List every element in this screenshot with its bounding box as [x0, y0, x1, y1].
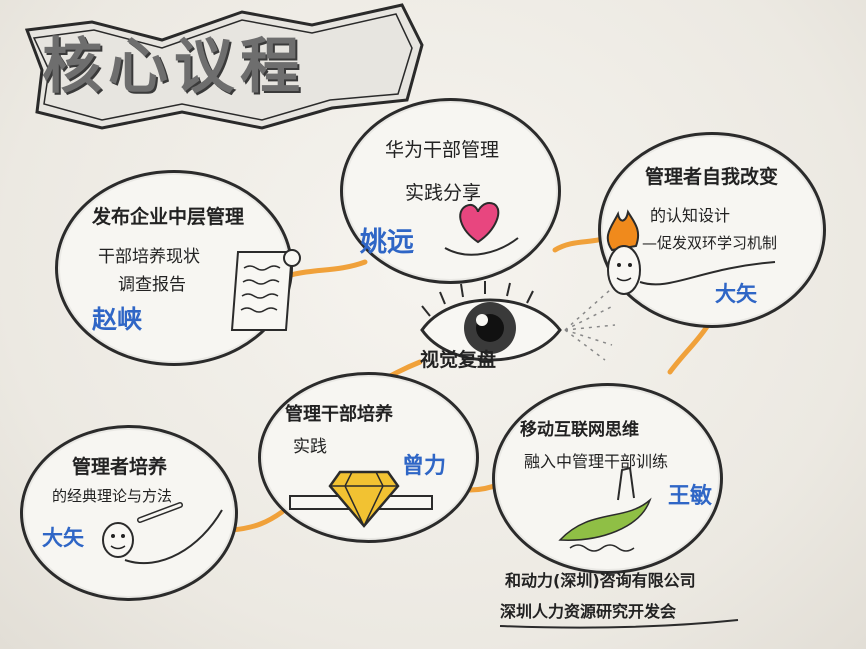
organizer-text: 和动力(深圳)咨询有限公司: [505, 571, 696, 590]
bubble-text-line: 实践: [293, 437, 327, 457]
speaker-name: 姚远: [360, 227, 414, 258]
bubble-text-line: —促发双环学习机制: [642, 234, 778, 252]
bubble-text-line: 实践分享: [405, 182, 482, 204]
bubble-text-line: 管理干部培养: [285, 404, 393, 425]
poster-title: 核心议程: [42, 32, 306, 102]
center-label: 视觉复盘: [420, 349, 497, 371]
agenda-bubble: [598, 132, 826, 328]
connector-path: [229, 509, 285, 533]
speaker-name: 王敏: [668, 484, 713, 509]
bubble-text-line: 华为干部管理: [385, 139, 500, 161]
bubble-text-line: 调查报告: [118, 275, 186, 295]
organizer-text: 深圳人力资源研究开发会: [500, 602, 677, 621]
agenda-bubble: [492, 383, 723, 574]
bubble-text-line: 管理者培养: [72, 456, 168, 478]
speaker-name: 赵峡: [92, 305, 143, 334]
bubble-text-line: 的经典理论与方法: [52, 487, 173, 505]
speaker-name: 大矢: [715, 282, 757, 306]
bubble-text-line: 发布企业中层管理: [92, 206, 245, 228]
bubble-text-line: 移动互联网思维: [520, 420, 639, 440]
agenda-bubble: [55, 170, 293, 366]
bubble-text-line: 融入中管理干部训练: [524, 452, 669, 471]
bubble-text-line: 干部培养现状: [98, 247, 200, 267]
bubble-text-line: 的认知设计: [650, 206, 731, 225]
speaker-name: 大矢: [42, 526, 84, 550]
title-banner: 核心议程: [12, 0, 432, 140]
speaker-name: 曾力: [402, 454, 447, 479]
title-frame: [24, 3, 424, 130]
bubble-text-line: 管理者自我改变: [645, 166, 779, 188]
